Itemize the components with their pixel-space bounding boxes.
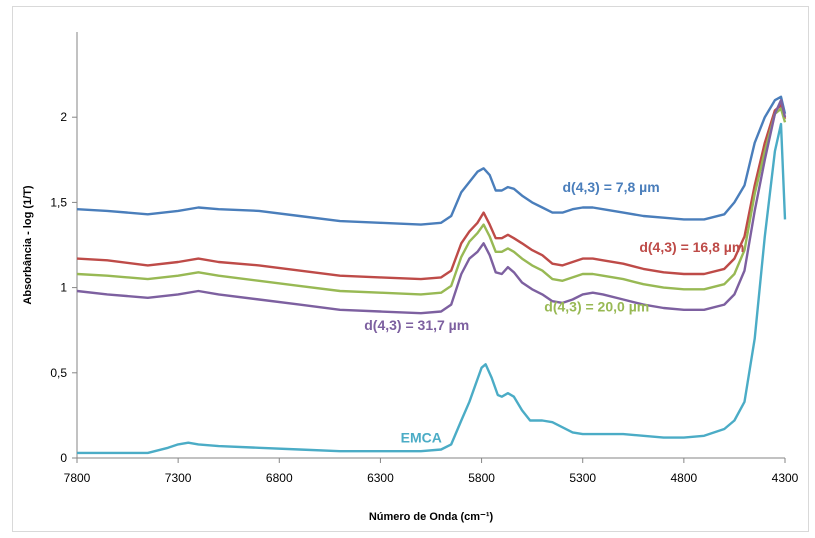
y-tick-label: 1 (60, 281, 67, 295)
series-annotation: d(4,3) = 20,0 µm (544, 298, 649, 314)
x-tick-label: 7300 (165, 471, 192, 485)
y-ticks: 0 0,5 1 1,5 2 (50, 110, 77, 465)
chart-frame (12, 6, 809, 532)
x-tick-label: 5800 (468, 471, 495, 485)
series-annotation: d(4,3) = 7,8 µm (562, 179, 659, 195)
y-tick-label: 0 (60, 451, 67, 465)
series-line-4 (76, 99, 787, 315)
x-tick-label: 5300 (569, 471, 596, 485)
x-tick-label: 6800 (266, 471, 293, 485)
series-line-2 (76, 104, 787, 281)
x-tick-label: 4300 (772, 471, 799, 485)
x-tick-label: 6300 (367, 471, 394, 485)
series-annotation: EMCA (401, 430, 442, 446)
annotations: d(4,3) = 7,8 µm d(4,3) = 16,8 µm d(4,3) = … (364, 179, 744, 445)
series-line-3 (76, 107, 787, 296)
y-tick-label: 2 (60, 110, 67, 124)
y-tick-label: 1,5 (50, 195, 67, 209)
series-annotation: d(4,3) = 16,8 µm (639, 239, 744, 255)
x-axis-title: Número de Onda (cm⁻¹) (369, 511, 494, 523)
y-axis-title: Absorbância - log (1/T) (22, 185, 34, 305)
series-line-1 (76, 95, 787, 226)
y-tick-label: 0,5 (50, 366, 67, 380)
x-tick-label: 7800 (64, 471, 91, 485)
series-line-5 (77, 122, 787, 455)
axes (76, 32, 785, 459)
x-tick-label: 4800 (671, 471, 698, 485)
series-annotation: d(4,3) = 31,7 µm (364, 317, 469, 333)
series-group (76, 95, 787, 455)
x-ticks: 7800 7300 6800 6300 5800 5300 4800 4300 (64, 458, 799, 485)
